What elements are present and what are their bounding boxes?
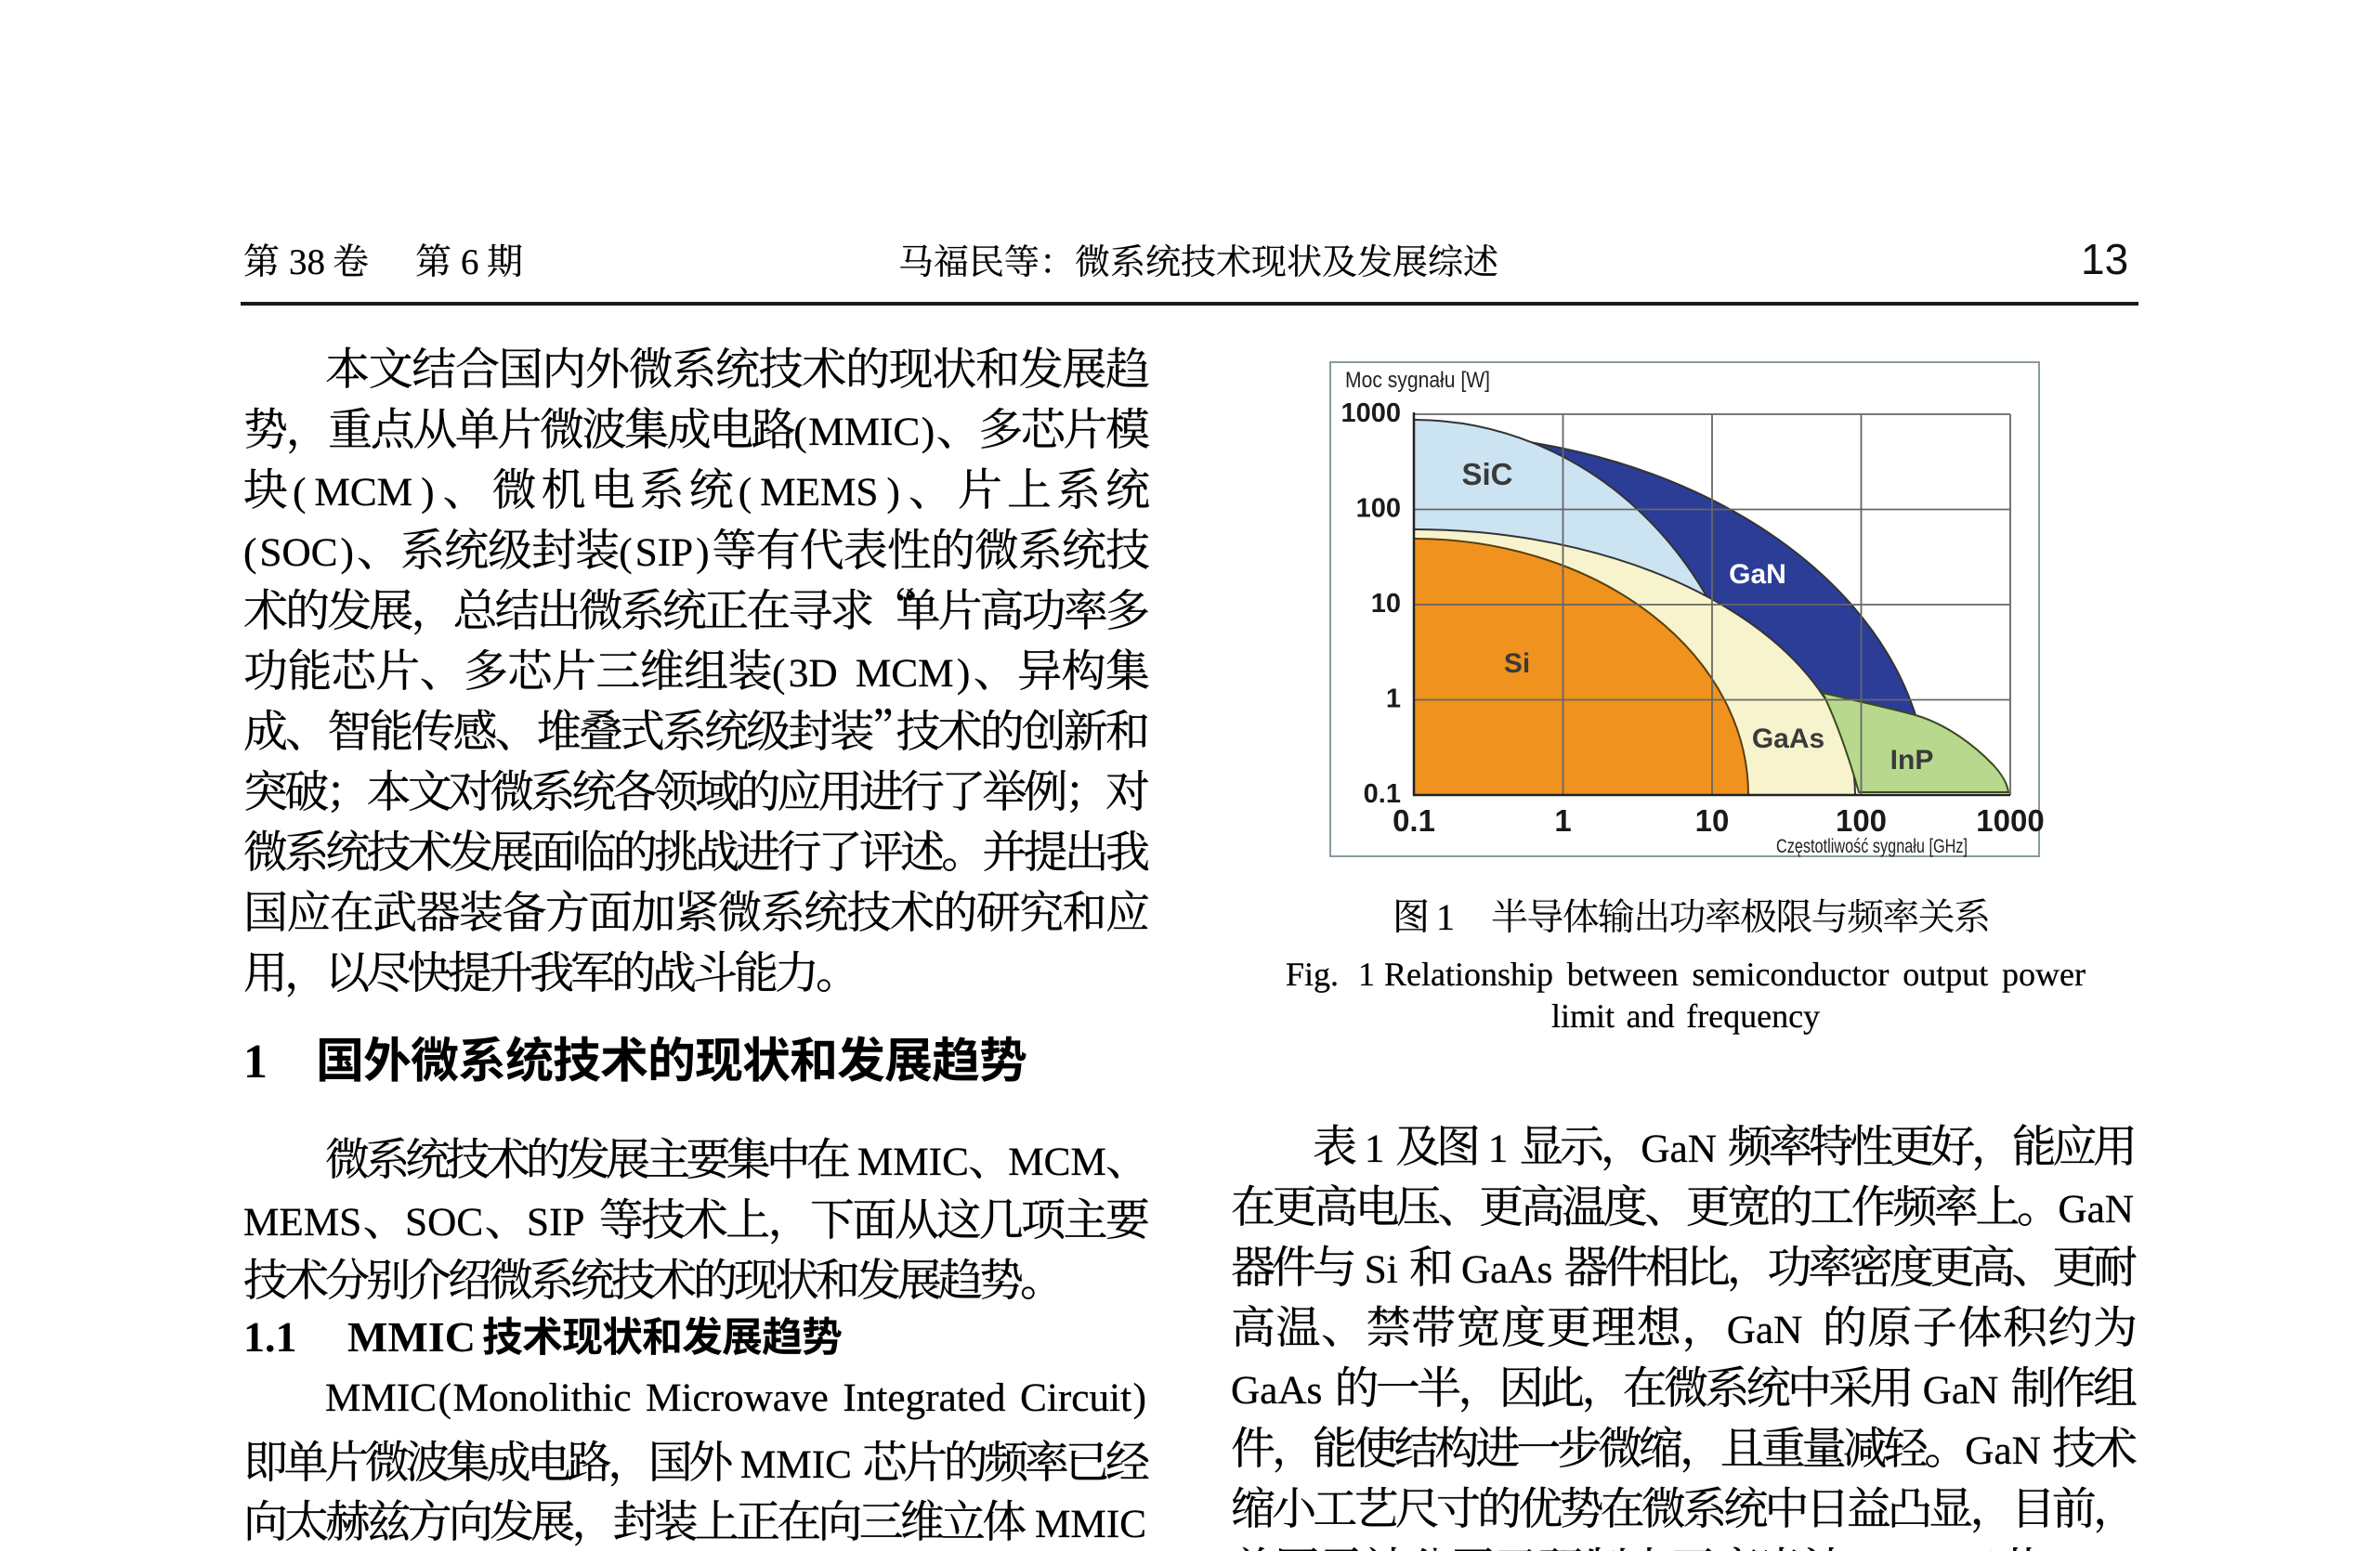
svg-text:100: 100: [1356, 494, 1401, 524]
svg-text:Moc sygnału [W]: Moc sygnału [W]: [1345, 368, 1490, 393]
svg-text:100: 100: [1836, 803, 1887, 838]
svg-text:1000: 1000: [1340, 398, 1401, 428]
svg-text:Si: Si: [1504, 648, 1530, 679]
svg-text:13: 13: [2081, 235, 2128, 283]
svg-text:GaN: GaN: [1729, 559, 1786, 590]
svg-text:10: 10: [1695, 803, 1730, 838]
svg-text:InP: InP: [1890, 745, 1934, 776]
svg-text:Częstotliwość sygnału [GHz]: Częstotliwość sygnału [GHz]: [1776, 835, 1968, 857]
svg-text:1000: 1000: [1976, 803, 2044, 838]
svg-text:SiC: SiC: [1461, 457, 1512, 491]
svg-text:10: 10: [1371, 589, 1401, 619]
svg-text:GaAs: GaAs: [1752, 723, 1824, 754]
svg-text:0.1: 0.1: [1393, 803, 1435, 838]
svg-text:0.1: 0.1: [1364, 779, 1401, 809]
svg-text:1: 1: [1554, 803, 1571, 838]
svg-text:1: 1: [1386, 684, 1401, 714]
